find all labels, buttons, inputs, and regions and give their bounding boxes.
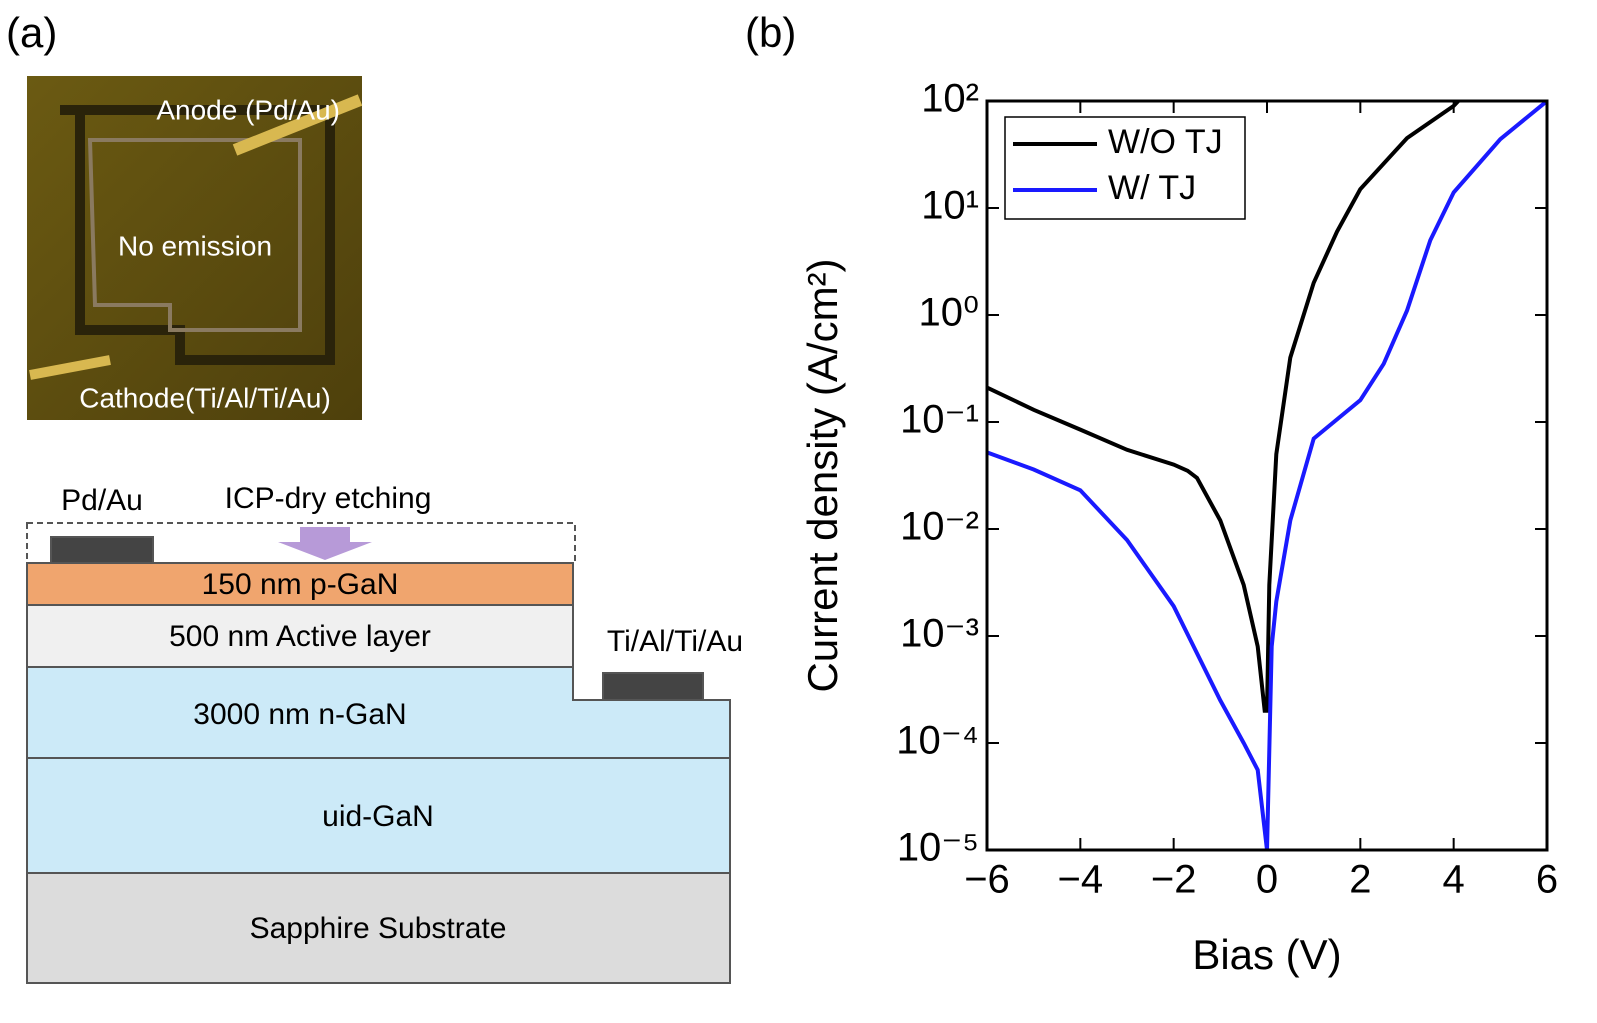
series-line bbox=[987, 101, 1460, 713]
chart: 10⁻⁵ 10⁻⁴ 10⁻³ 10⁻² 10⁻¹ 10⁰ 10¹ 10² −6 −4 −2 0 2 4 6 B… bbox=[799, 77, 1558, 979]
layer-label: uid-GaN bbox=[322, 800, 434, 833]
photo-label: Cathode(Ti/Al/Ti/Au) bbox=[79, 382, 331, 413]
panel-label: (a) bbox=[6, 9, 57, 56]
photo-label: Anode (Pd/Au) bbox=[156, 94, 340, 125]
contact-pad bbox=[602, 672, 704, 701]
probe bbox=[232, 94, 363, 156]
photo: Anode (Pd/Au) No emission Cathode(Ti/Al/… bbox=[27, 76, 363, 420]
y-tick-label: 10² bbox=[921, 77, 979, 121]
layer-label: 150 nm p-GaN bbox=[202, 568, 399, 601]
x-tick-label: 0 bbox=[1256, 858, 1278, 902]
photo-label: No emission bbox=[118, 230, 272, 261]
x-tick-label: −6 bbox=[964, 858, 1010, 902]
legend-label: W/O TJ bbox=[1108, 123, 1223, 161]
x-tick-label: −4 bbox=[1058, 858, 1104, 902]
series-line bbox=[987, 101, 1547, 850]
contact-label: Ti/Al/Ti/Au bbox=[607, 625, 743, 658]
y-tick-label: 10⁰ bbox=[918, 291, 979, 335]
y-tick-label: 10¹ bbox=[921, 184, 979, 228]
photo-trace bbox=[87, 138, 302, 332]
probe bbox=[29, 355, 111, 380]
layer-labels: Pd/Au ICP-dry etching Ti/Al/Ti/Au 150 nm… bbox=[61, 482, 743, 945]
y-axis-label: Current density (A/cm²) bbox=[799, 258, 846, 692]
layer-label: Sapphire Substrate bbox=[250, 912, 507, 945]
y-tick-label: 10⁻² bbox=[900, 505, 979, 549]
y-tick-label: 10⁻⁵ bbox=[897, 826, 979, 870]
legend-label: W/ TJ bbox=[1108, 169, 1196, 207]
contact-pad bbox=[50, 536, 154, 564]
y-tick-label: 10⁻³ bbox=[900, 612, 979, 656]
etch-label: ICP-dry etching bbox=[225, 482, 432, 515]
panel-label: (b) bbox=[745, 9, 796, 56]
layer bbox=[26, 872, 731, 984]
y-tick-label: 10⁻⁴ bbox=[896, 719, 979, 763]
plot-frame bbox=[985, 99, 1549, 852]
x-tick-label: 2 bbox=[1349, 858, 1371, 902]
y-tick-label: 10⁻¹ bbox=[900, 398, 979, 442]
layer-diagram bbox=[26, 522, 731, 984]
etch-arrow bbox=[278, 527, 372, 560]
legend-box bbox=[1004, 116, 1246, 220]
layer-label: 3000 nm n-GaN bbox=[193, 698, 406, 731]
x-tick-label: −2 bbox=[1151, 858, 1197, 902]
layer bbox=[26, 757, 731, 874]
contact-label: Pd/Au bbox=[61, 484, 143, 517]
x-axis-label: Bias (V) bbox=[1192, 931, 1341, 978]
x-tick-label: 4 bbox=[1443, 858, 1465, 902]
x-tick-label: 6 bbox=[1536, 858, 1558, 902]
layer-label: 500 nm Active layer bbox=[169, 620, 431, 653]
